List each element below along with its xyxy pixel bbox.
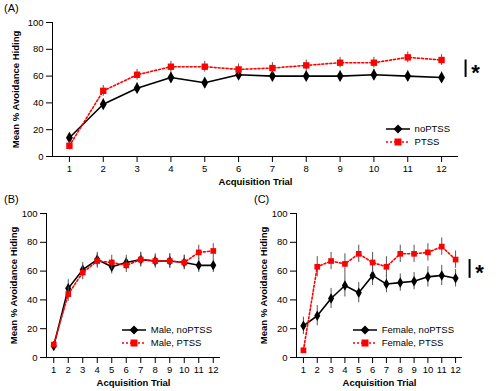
svg-text:5: 5 bbox=[109, 364, 114, 375]
svg-text:2: 2 bbox=[66, 364, 71, 375]
svg-text:Acquisition Trial: Acquisition Trial bbox=[219, 176, 293, 187]
html-text:(A): (A) bbox=[4, 2, 19, 14]
svg-text:1: 1 bbox=[51, 364, 56, 375]
svg-text:1: 1 bbox=[67, 163, 72, 174]
svg-text:4: 4 bbox=[342, 364, 347, 375]
svg-text:6: 6 bbox=[236, 163, 241, 174]
svg-text:9: 9 bbox=[167, 364, 172, 375]
svg-text:80: 80 bbox=[27, 236, 38, 247]
svg-text:40: 40 bbox=[27, 294, 38, 305]
svg-text:80: 80 bbox=[33, 43, 44, 54]
svg-text:100: 100 bbox=[22, 208, 38, 219]
svg-text:11: 11 bbox=[194, 364, 204, 375]
svg-text:7: 7 bbox=[270, 163, 275, 174]
svg-text:*: * bbox=[471, 60, 480, 85]
html-text:PTSS: PTSS bbox=[414, 136, 440, 147]
html-text:Female, noPTSS: Female, noPTSS bbox=[381, 324, 454, 335]
svg-text:10: 10 bbox=[179, 364, 190, 375]
svg-text:12: 12 bbox=[208, 364, 219, 375]
svg-text:8: 8 bbox=[304, 163, 309, 174]
svg-text:0: 0 bbox=[38, 151, 43, 162]
svg-text:80: 80 bbox=[277, 236, 288, 247]
svg-text:Acquisition Trial: Acquisition Trial bbox=[97, 377, 171, 388]
svg-text:0: 0 bbox=[32, 352, 37, 363]
svg-text:*: * bbox=[475, 260, 484, 285]
svg-text:3: 3 bbox=[134, 163, 139, 174]
svg-text:10: 10 bbox=[369, 163, 380, 174]
svg-text:3: 3 bbox=[80, 364, 85, 375]
svg-text:100: 100 bbox=[28, 17, 44, 28]
svg-text:40: 40 bbox=[33, 97, 44, 108]
svg-text:60: 60 bbox=[27, 265, 38, 276]
svg-text:6: 6 bbox=[124, 364, 129, 375]
svg-text:9: 9 bbox=[337, 163, 342, 174]
svg-text:11: 11 bbox=[403, 163, 413, 174]
svg-text:60: 60 bbox=[277, 265, 288, 276]
svg-text:7: 7 bbox=[384, 364, 389, 375]
svg-text:Mean % Avoidance Hiding: Mean % Avoidance Hiding bbox=[8, 227, 19, 345]
svg-text:2: 2 bbox=[101, 163, 106, 174]
svg-text:20: 20 bbox=[277, 323, 288, 334]
svg-text:Acquisition Trial: Acquisition Trial bbox=[343, 377, 417, 388]
svg-text:5: 5 bbox=[202, 163, 207, 174]
svg-text:10: 10 bbox=[423, 364, 434, 375]
svg-text:60: 60 bbox=[33, 70, 44, 81]
svg-text:0: 0 bbox=[282, 352, 287, 363]
svg-text:9: 9 bbox=[411, 364, 416, 375]
svg-text:2: 2 bbox=[315, 364, 320, 375]
svg-text:4: 4 bbox=[95, 364, 100, 375]
svg-text:8: 8 bbox=[153, 364, 158, 375]
svg-text:20: 20 bbox=[27, 323, 38, 334]
html-text:Male, noPTSS: Male, noPTSS bbox=[150, 324, 212, 335]
svg-text:12: 12 bbox=[450, 364, 461, 375]
html-text:noPTSS: noPTSS bbox=[414, 123, 450, 134]
html-text:(B): (B) bbox=[4, 193, 19, 205]
svg-text:1: 1 bbox=[301, 364, 306, 375]
svg-text:11: 11 bbox=[437, 364, 447, 375]
svg-text:12: 12 bbox=[436, 163, 447, 174]
svg-text:Mean % Avoidance Hiding: Mean % Avoidance Hiding bbox=[10, 31, 21, 149]
svg-text:20: 20 bbox=[33, 124, 44, 135]
svg-text:3: 3 bbox=[328, 364, 333, 375]
svg-text:40: 40 bbox=[277, 294, 288, 305]
svg-text:100: 100 bbox=[272, 208, 288, 219]
svg-text:4: 4 bbox=[168, 163, 173, 174]
html-text:Female, PTSS: Female, PTSS bbox=[381, 337, 444, 348]
svg-text:8: 8 bbox=[398, 364, 403, 375]
html-text:Male, PTSS: Male, PTSS bbox=[150, 337, 202, 348]
svg-text:7: 7 bbox=[138, 364, 143, 375]
svg-text:Mean % Avoidance Hiding: Mean % Avoidance Hiding bbox=[258, 227, 269, 345]
svg-text:5: 5 bbox=[356, 364, 361, 375]
svg-text:6: 6 bbox=[370, 364, 375, 375]
html-text:(C): (C) bbox=[254, 193, 270, 205]
